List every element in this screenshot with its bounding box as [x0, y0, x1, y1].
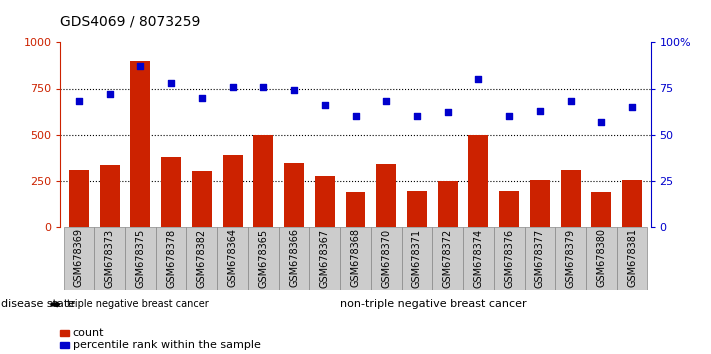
Bar	[586, 227, 616, 290]
Bar	[248, 227, 279, 290]
Text: GSM678372: GSM678372	[443, 228, 453, 288]
Point	[503, 113, 515, 119]
Text: GSM678379: GSM678379	[566, 228, 576, 287]
Bar	[494, 227, 525, 290]
Bar	[125, 227, 156, 290]
Text: GSM678381: GSM678381	[627, 228, 637, 287]
Text: non-triple negative breast cancer: non-triple negative breast cancer	[340, 299, 526, 309]
Point	[596, 119, 607, 125]
Bar	[253, 135, 273, 227]
Bar	[309, 227, 340, 290]
Bar	[346, 192, 365, 227]
Point	[565, 98, 577, 104]
Bar	[525, 227, 555, 290]
Bar	[340, 227, 371, 290]
Text: GDS4069 / 8073259: GDS4069 / 8073259	[60, 14, 201, 28]
Text: GSM678375: GSM678375	[135, 228, 145, 288]
Point	[534, 108, 545, 113]
Bar	[217, 227, 248, 290]
Text: GSM678380: GSM678380	[597, 228, 606, 287]
Bar	[555, 227, 586, 290]
Text: triple negative breast cancer: triple negative breast cancer	[68, 299, 209, 309]
Bar	[616, 227, 648, 290]
Point	[73, 98, 85, 104]
Bar	[279, 227, 309, 290]
Point	[473, 76, 484, 82]
Text: GSM678371: GSM678371	[412, 228, 422, 287]
Point	[134, 64, 146, 69]
Bar	[469, 135, 488, 227]
Bar	[186, 227, 217, 290]
Point	[257, 84, 269, 90]
Bar	[530, 179, 550, 227]
Text: GSM678378: GSM678378	[166, 228, 176, 287]
Text: GSM678382: GSM678382	[197, 228, 207, 287]
Point	[411, 113, 422, 119]
Text: GSM678376: GSM678376	[504, 228, 514, 287]
Point	[319, 102, 331, 108]
Point	[166, 80, 177, 86]
Bar	[156, 227, 186, 290]
Point	[442, 110, 454, 115]
Text: GSM678374: GSM678374	[474, 228, 483, 287]
Text: disease state: disease state	[1, 299, 75, 309]
Bar	[69, 170, 89, 227]
Text: GSM678366: GSM678366	[289, 228, 299, 287]
Bar	[499, 191, 519, 227]
Point	[196, 95, 208, 101]
Bar	[376, 164, 396, 227]
Text: GSM678368: GSM678368	[351, 228, 360, 287]
Text: GSM678367: GSM678367	[320, 228, 330, 287]
Text: GSM678364: GSM678364	[228, 228, 237, 287]
Text: GSM678369: GSM678369	[74, 228, 84, 287]
Bar	[438, 181, 458, 227]
Bar	[463, 227, 494, 290]
Point	[227, 84, 238, 90]
Bar	[592, 192, 611, 227]
Bar	[407, 191, 427, 227]
Bar	[315, 176, 335, 227]
Bar	[130, 61, 150, 227]
Point	[289, 87, 300, 93]
Text: percentile rank within the sample: percentile rank within the sample	[73, 340, 260, 350]
Bar	[432, 227, 463, 290]
Point	[104, 91, 115, 97]
Point	[380, 98, 392, 104]
Text: GSM678365: GSM678365	[258, 228, 268, 287]
Point	[350, 113, 361, 119]
Text: GSM678373: GSM678373	[105, 228, 114, 287]
Bar	[284, 163, 304, 227]
Text: GSM678377: GSM678377	[535, 228, 545, 288]
Bar	[223, 155, 242, 227]
Text: count: count	[73, 328, 104, 338]
Text: GSM678370: GSM678370	[381, 228, 391, 287]
Bar	[402, 227, 432, 290]
Point	[626, 104, 638, 110]
Bar	[622, 179, 642, 227]
Bar	[192, 171, 212, 227]
Bar	[100, 165, 119, 227]
Bar	[371, 227, 402, 290]
Bar	[161, 156, 181, 227]
Bar	[63, 227, 95, 290]
Bar	[561, 170, 581, 227]
Bar	[95, 227, 125, 290]
